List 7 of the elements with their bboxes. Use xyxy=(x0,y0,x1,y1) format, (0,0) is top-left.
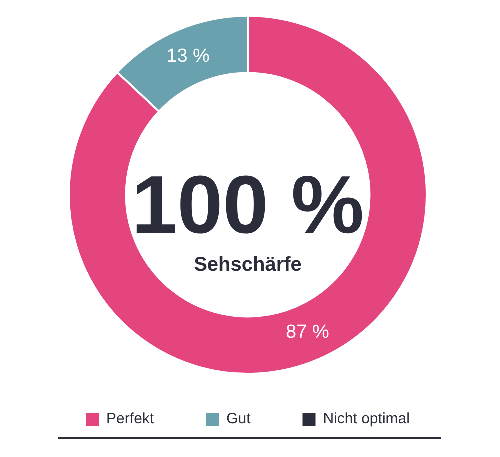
legend-label: Perfekt xyxy=(106,410,155,428)
data-label: 13 % xyxy=(166,46,210,68)
data-label: 87 % xyxy=(286,322,330,344)
text: Sehschärfe xyxy=(194,254,302,276)
legend-label: Nicht optimal xyxy=(323,410,410,428)
legend-label: Gut xyxy=(226,410,252,428)
text: 100 % xyxy=(132,160,364,251)
